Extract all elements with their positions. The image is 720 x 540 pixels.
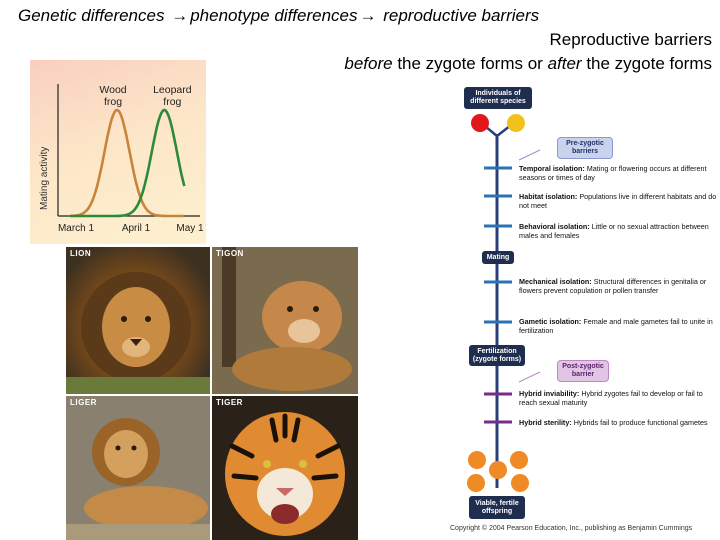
tiger-photo: TIGER (212, 396, 358, 540)
right-arrow-icon: → (359, 6, 377, 25)
step-mechanical: Mechanical isolation: Structural differe… (519, 277, 707, 295)
step-hybrid-inviability: Hybrid inviability: Hybrid zygotes fail … (519, 389, 703, 407)
heading-line-3: before the zygote forms or after the zyg… (344, 54, 712, 74)
series-line-wood-frog (70, 108, 185, 218)
series-line-leopard-frog (70, 108, 186, 218)
tiger-illustration (212, 396, 358, 540)
parent-b-dot (507, 114, 525, 132)
step-behavioral: Behavioral isolation: Little or no sexua… (519, 222, 709, 240)
series-label: Leopard (153, 84, 192, 96)
heading-end: the zygote forms (586, 54, 712, 73)
right-arrow-icon: → (171, 6, 189, 25)
tigon-illustration (212, 247, 358, 394)
heading-before: before (344, 54, 393, 73)
parent-a-branch (479, 121, 498, 137)
heading-genetic: Genetic differences (18, 6, 165, 25)
heading-barriers: reproductive barriers (383, 6, 540, 25)
step-gametic: Gametic isolation: Female and male gamet… (519, 317, 713, 335)
pre-zygotic-pointer (518, 149, 541, 161)
y-axis-label: Mating activity (39, 147, 50, 210)
post-zygotic-pointer (518, 371, 541, 383)
tigon-photo: TIGON (212, 247, 358, 394)
parent-b-branch (496, 121, 516, 137)
heading-mid: the zygote forms or (397, 54, 543, 73)
individuals-box: Individuals of different species (464, 87, 532, 109)
post-zygotic-ticks (484, 392, 512, 424)
fertilization-box: Fertilization (zygote forms) (469, 345, 525, 366)
post-zygotic-callout: Post-zygotic barrier (557, 360, 609, 382)
x-tick-label: April 1 (122, 223, 151, 234)
step-temporal: Temporal isolation: Mating or flowering … (519, 164, 707, 182)
lion-photo: LION (66, 247, 210, 394)
lion-illustration (66, 272, 210, 394)
heading-after: after (547, 54, 582, 73)
chart-svg: Mating activity March 1 April 1 May 1 Wood… (39, 84, 204, 234)
step-hybrid-sterility: Hybrid sterility: Hybrids fail to produc… (519, 418, 708, 427)
liger-illustration (66, 396, 210, 540)
heading-line-1: Genetic differences → phenotype differenc… (18, 6, 539, 26)
tiger-label: TIGER (216, 398, 243, 407)
lion-label: LION (70, 249, 92, 258)
series-label: frog (104, 96, 122, 108)
parent-a-dot (471, 114, 489, 132)
mating-box: Mating (482, 251, 514, 264)
series-label: Wood (99, 84, 126, 96)
liger-label: LIGER (70, 398, 97, 407)
viable-offspring-box: Viable, fertile offspring (469, 496, 525, 519)
pre-zygotic-callout: Pre-zygotic barriers (557, 137, 613, 159)
tigon-label: TIGON (216, 249, 244, 258)
liger-photo: LIGER (66, 396, 210, 540)
step-habitat: Habitat isolation: Populations live in d… (519, 192, 717, 210)
series-label: frog (163, 96, 181, 108)
copyright-text: Copyright © 2004 Pearson Education, Inc.… (450, 525, 693, 532)
pre-zygotic-ticks (484, 166, 512, 324)
heading-line-2: Reproductive barriers (549, 30, 712, 49)
offspring-dots (467, 451, 529, 492)
heading-phenotype: phenotype differences (190, 6, 358, 25)
frog-mating-chart: Mating activity March 1 April 1 May 1 Wood… (30, 60, 206, 244)
x-tick-label: March 1 (58, 223, 95, 234)
x-tick-label: May 1 (176, 223, 204, 234)
